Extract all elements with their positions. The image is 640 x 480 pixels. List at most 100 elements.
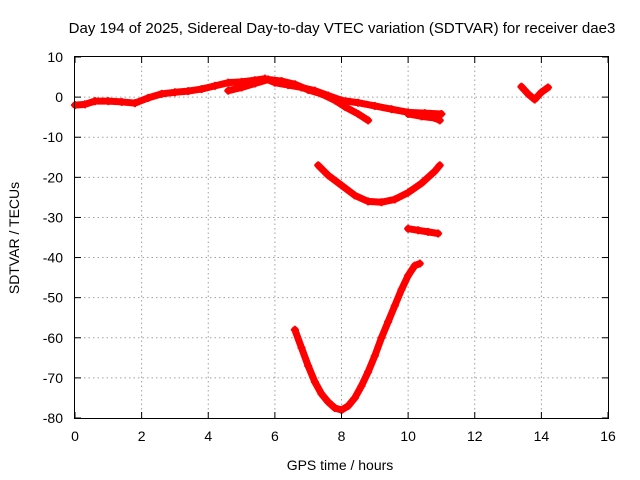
grid: [75, 57, 608, 418]
y-tick-label: -10: [43, 129, 63, 145]
y-tick-label: -30: [43, 209, 63, 225]
data-point: [117, 97, 126, 106]
series-trace: [404, 225, 442, 237]
data-point: [90, 97, 99, 106]
data-point: [414, 226, 423, 235]
data-point: [340, 102, 349, 111]
data-point: [387, 105, 396, 114]
data-point: [404, 271, 413, 280]
data-point: [377, 333, 386, 342]
y-axis-title: SDTVAR / TECUs: [6, 182, 22, 294]
data-layer: [71, 74, 553, 414]
x-tick-label: 10: [400, 428, 416, 444]
data-point: [370, 101, 379, 110]
data-point: [344, 401, 353, 410]
data-point: [297, 343, 306, 352]
data-point: [364, 367, 373, 376]
data-point: [530, 95, 539, 104]
series-trace: [71, 75, 445, 118]
data-point: [384, 317, 393, 326]
data-point: [130, 99, 139, 108]
data-point: [415, 259, 424, 268]
x-tick-label: 6: [271, 428, 279, 444]
data-series: [404, 224, 443, 238]
data-point: [434, 229, 443, 238]
data-point: [430, 167, 439, 176]
x-tick-label: 8: [338, 428, 346, 444]
data-point: [197, 85, 206, 94]
data-point: [277, 77, 286, 86]
data-point: [357, 381, 366, 390]
data-point: [350, 393, 359, 402]
y-tick-label: -60: [43, 330, 63, 346]
data-series: [314, 161, 444, 207]
data-point: [144, 93, 153, 102]
x-tick-label: 4: [204, 428, 212, 444]
x-tick-label: 2: [138, 428, 146, 444]
data-point: [304, 361, 313, 370]
data-series: [290, 259, 424, 414]
y-tick-label: -40: [43, 250, 63, 266]
series-trace: [404, 110, 444, 124]
x-axis-title: GPS time / hours: [287, 457, 394, 473]
data-point: [210, 81, 219, 90]
data-point: [80, 100, 89, 109]
data-point: [354, 109, 363, 118]
x-tick-label: 12: [467, 428, 483, 444]
data-point: [524, 89, 533, 98]
data-point: [370, 351, 379, 360]
y-tick-label: -20: [43, 169, 63, 185]
data-point: [317, 389, 326, 398]
data-point: [290, 325, 299, 334]
chart-title: Day 194 of 2025, Sidereal Day-to-day VTE…: [69, 20, 616, 37]
data-point: [324, 171, 333, 180]
data-point: [310, 377, 319, 386]
data-point: [324, 397, 333, 406]
data-point: [517, 82, 526, 91]
data-point: [354, 98, 363, 107]
data-point: [537, 88, 546, 97]
data-point: [157, 89, 166, 98]
data-series: [224, 75, 373, 125]
data-point: [397, 285, 406, 294]
data-point: [424, 227, 433, 236]
data-point: [104, 97, 113, 106]
data-point: [237, 83, 246, 92]
y-tick-label: 0: [55, 89, 63, 105]
data-point: [430, 113, 439, 122]
x-tick-label: 16: [600, 428, 616, 444]
data-series: [517, 82, 553, 104]
plot-frame: [74, 56, 609, 419]
y-tick-label: 10: [47, 49, 63, 65]
data-point: [404, 188, 413, 197]
series-trace: [291, 260, 424, 414]
data-point: [417, 179, 426, 188]
ticks: 0 2 4 6 8 10 12 14 16 10 0 -10 -20 -30 -40 -50 -60 -70 -80: [43, 49, 616, 444]
data-point: [364, 197, 373, 206]
data-point: [417, 112, 426, 121]
y-tick-label: -50: [43, 290, 63, 306]
y-tick-label: -80: [43, 410, 63, 426]
x-tick-label: 0: [71, 428, 79, 444]
data-point: [377, 198, 386, 207]
data-point: [435, 161, 444, 170]
data-point: [404, 109, 413, 118]
data-point: [437, 109, 446, 118]
data-point: [264, 75, 273, 84]
data-point: [170, 88, 179, 97]
data-point: [290, 80, 299, 89]
data-point: [390, 195, 399, 204]
data-point: [337, 181, 346, 190]
data-point: [544, 83, 553, 92]
data-point: [364, 116, 373, 125]
x-tick-label: 14: [534, 428, 550, 444]
data-point: [390, 301, 399, 310]
data-point: [304, 85, 313, 94]
data-point: [410, 261, 419, 270]
data-point: [184, 87, 193, 96]
data-point: [330, 96, 339, 105]
data-point: [314, 161, 323, 170]
data-point: [350, 191, 359, 200]
